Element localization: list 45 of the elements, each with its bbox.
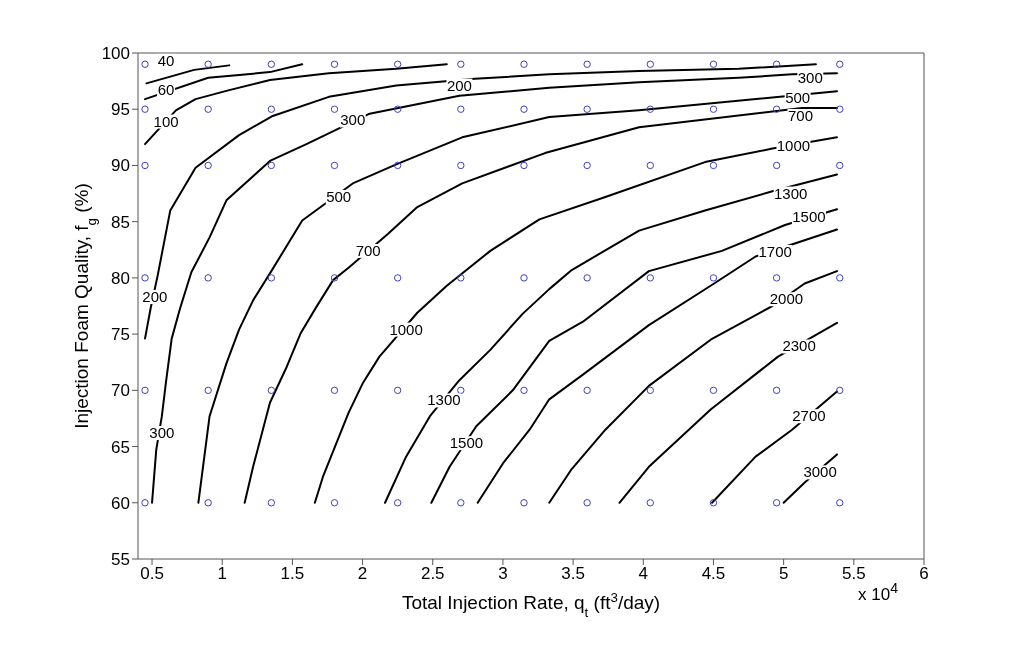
y-tick-label: 75 [111,325,130,345]
x-tick-label: 2 [357,564,368,584]
x-tick-label: 3 [498,564,508,584]
y-tick-label: 70 [111,381,130,401]
x-axis-title: Total Injection Rate, q$_{t}$ (ft$^{3}$/day) [401,589,661,620]
annotation: 1500 [449,434,484,452]
y-tick-label: 55 [111,550,130,570]
annotation: 1000 [389,320,423,338]
annotation: 1500 [792,208,826,226]
annotation: 3000 [803,463,837,481]
annotation: 700 [787,106,813,124]
y-tick-label: 65 [111,437,130,457]
annotation: 200 [446,76,472,94]
y-tick-label: 85 [111,212,130,232]
annotation: 300 [797,68,823,86]
annotation: 1700 [758,243,792,261]
annotation: 40 [157,51,175,69]
x-tick-label: 4.5 [701,564,726,584]
y-tick-label: 95 [111,100,130,120]
annotation: 1300 [773,184,808,202]
annotation: 2000 [769,290,804,308]
annotation: 1300 [427,391,461,409]
annotation: 300 [149,424,175,442]
y-tick-label: 60 [111,493,130,513]
x-tick-label: 5 [778,564,789,584]
annotation: 700 [355,241,381,259]
annotation: 500 [785,88,811,106]
annotation: 500 [326,187,352,205]
x-tick-label: 1 [217,564,227,584]
annotation: 60 [157,81,175,99]
x-tick-label: 0.5 [140,564,164,584]
x-tick-label: 2.5 [420,564,445,584]
y-tick-label: 80 [111,268,130,288]
x-tick-label: 1.5 [280,564,305,584]
y-tick-label: 100 [101,44,130,64]
y-tick-label: 90 [111,156,130,176]
annotation: 100 [153,112,179,130]
x-tick-label: 3.5 [561,564,585,584]
annotation: 1000 [776,137,811,155]
annotation: 200 [142,288,168,305]
annotation: 300 [340,111,366,129]
x-tick-label: 4 [638,564,649,584]
annotation: 2700 [792,407,826,425]
annotation: 2300 [782,337,816,355]
x-tick-label: 6 [919,564,929,584]
